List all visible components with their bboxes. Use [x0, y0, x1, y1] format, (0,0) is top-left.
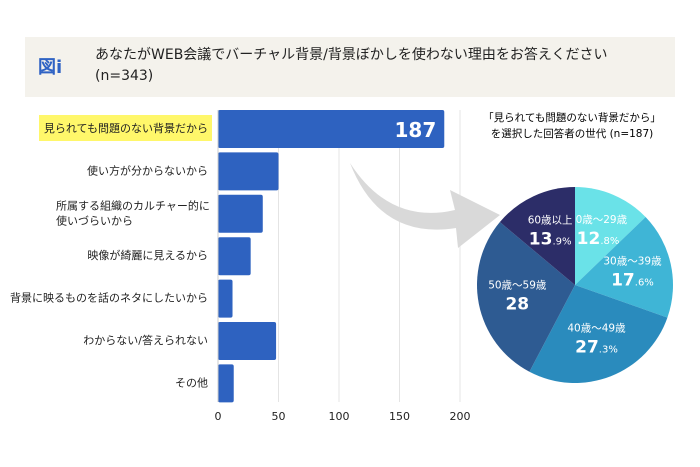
category-label: 背景に映るものを話のネタにしたいから — [10, 291, 208, 305]
highlight-box — [39, 115, 212, 141]
x-tick-label: 0 — [215, 410, 222, 423]
sample-size: (n=343) — [95, 68, 154, 84]
category-label: 使いづらいから — [56, 214, 133, 227]
bar — [218, 110, 445, 148]
category-label: わからない/答えられない — [83, 333, 208, 347]
x-tick-label: 50 — [272, 410, 286, 423]
data-label: 187 — [395, 118, 437, 142]
figure-label: 図i — [38, 57, 63, 78]
bar — [218, 322, 277, 360]
category-label: 見られても問題のない背景だから — [44, 121, 208, 135]
x-tick-label: 100 — [329, 410, 350, 423]
bar — [218, 279, 233, 318]
pie-slice — [529, 285, 668, 383]
bar — [218, 237, 251, 276]
category-label: 所属する組織のカルチャー的に — [56, 198, 210, 212]
arrow-shape — [350, 163, 500, 248]
chart-title: あなたがWEB会議でバーチャル背景/背景ぼかしを使わない理由をお答えください (n… — [95, 45, 665, 87]
category-label: その他 — [175, 376, 208, 389]
bar — [218, 152, 279, 191]
bar — [218, 364, 234, 403]
pie-slice — [477, 222, 575, 372]
pie-slice — [575, 217, 673, 318]
x-tick-label: 150 — [389, 410, 410, 423]
category-label: 使い方が分からないから — [87, 163, 208, 177]
bar — [218, 194, 263, 233]
pie-slice — [499, 187, 575, 285]
slice-value: 28 — [505, 294, 529, 314]
slice-label: 20歳〜29歳 — [569, 214, 628, 226]
x-tick-label: 200 — [450, 410, 471, 423]
slice-label: 30歳〜39歳 — [603, 256, 662, 268]
pie-title: 「見られても問題のない背景だから」 — [483, 111, 661, 124]
category-label: 映像が綺麗に見えるから — [87, 248, 208, 262]
title-band — [25, 37, 675, 97]
slice-label: 50歳〜59歳 — [488, 279, 547, 291]
pie-slice — [575, 187, 646, 285]
title-text: あなたがWEB会議でバーチャル背景/背景ぼかしを使わない理由をお答えください — [95, 47, 608, 63]
slice-label: 60歳以上 — [528, 215, 573, 227]
slice-label: 40歳〜49歳 — [567, 323, 626, 335]
pie-title: を選択した回答者の世代 (n=187) — [491, 127, 654, 140]
